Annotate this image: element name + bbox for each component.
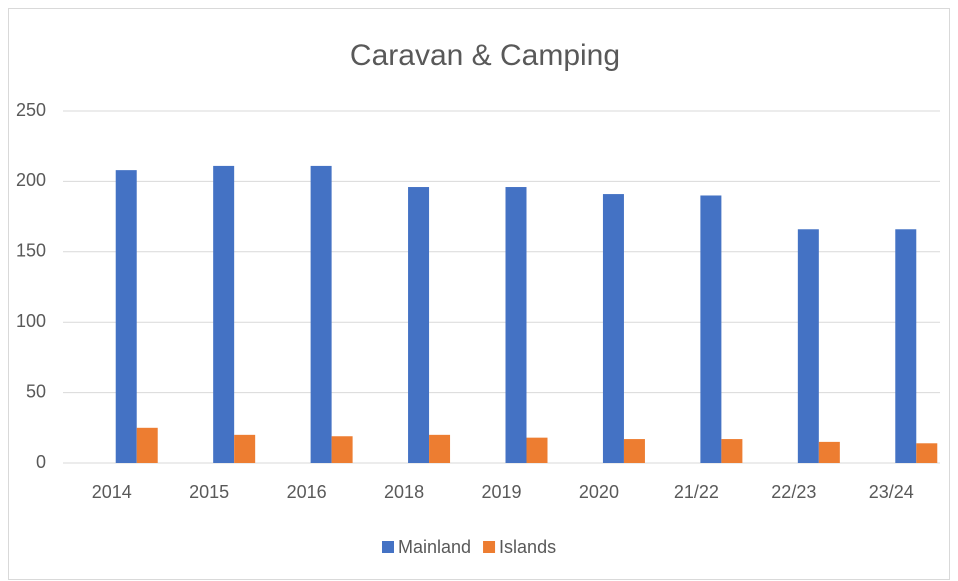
- bar: [115, 170, 137, 464]
- legend-swatch: [382, 541, 394, 553]
- y-tick-label: 250: [16, 100, 46, 120]
- bar: [526, 437, 548, 463]
- y-tick-label: 100: [16, 311, 46, 331]
- bar: [818, 441, 840, 463]
- x-tick-label: 2019: [481, 482, 521, 502]
- chart-border: [8, 8, 950, 580]
- bar: [895, 229, 917, 463]
- bar: [700, 195, 722, 464]
- bar: [721, 439, 743, 463]
- legend-label: Islands: [499, 537, 556, 557]
- bar: [429, 434, 451, 463]
- x-tick-label: 2020: [579, 482, 619, 502]
- bar: [310, 165, 332, 464]
- x-tick-label: 2016: [287, 482, 327, 502]
- bar: [623, 439, 645, 463]
- legend-swatch: [483, 541, 496, 553]
- y-tick-label: 0: [36, 452, 46, 472]
- x-tick-label: 2018: [384, 482, 424, 502]
- bar: [916, 443, 938, 463]
- bar: [213, 165, 235, 464]
- bar: [234, 434, 256, 463]
- bar: [136, 427, 158, 463]
- x-tick-label: 22/23: [771, 482, 816, 502]
- chart-title: Caravan & Camping: [350, 39, 620, 72]
- x-tick-label: 23/24: [869, 482, 914, 502]
- legend-label: Mainland: [398, 537, 471, 557]
- x-tick-label: 21/22: [674, 482, 719, 502]
- bar: [602, 194, 624, 463]
- x-tick-label: 2014: [92, 482, 132, 502]
- y-tick-label: 200: [16, 170, 46, 190]
- bar: [331, 436, 353, 463]
- bar: [408, 187, 430, 464]
- y-tick-label: 50: [26, 381, 46, 401]
- bar: [797, 229, 819, 463]
- x-tick-label: 2015: [189, 482, 229, 502]
- y-tick-label: 150: [16, 241, 46, 261]
- bar: [505, 187, 527, 464]
